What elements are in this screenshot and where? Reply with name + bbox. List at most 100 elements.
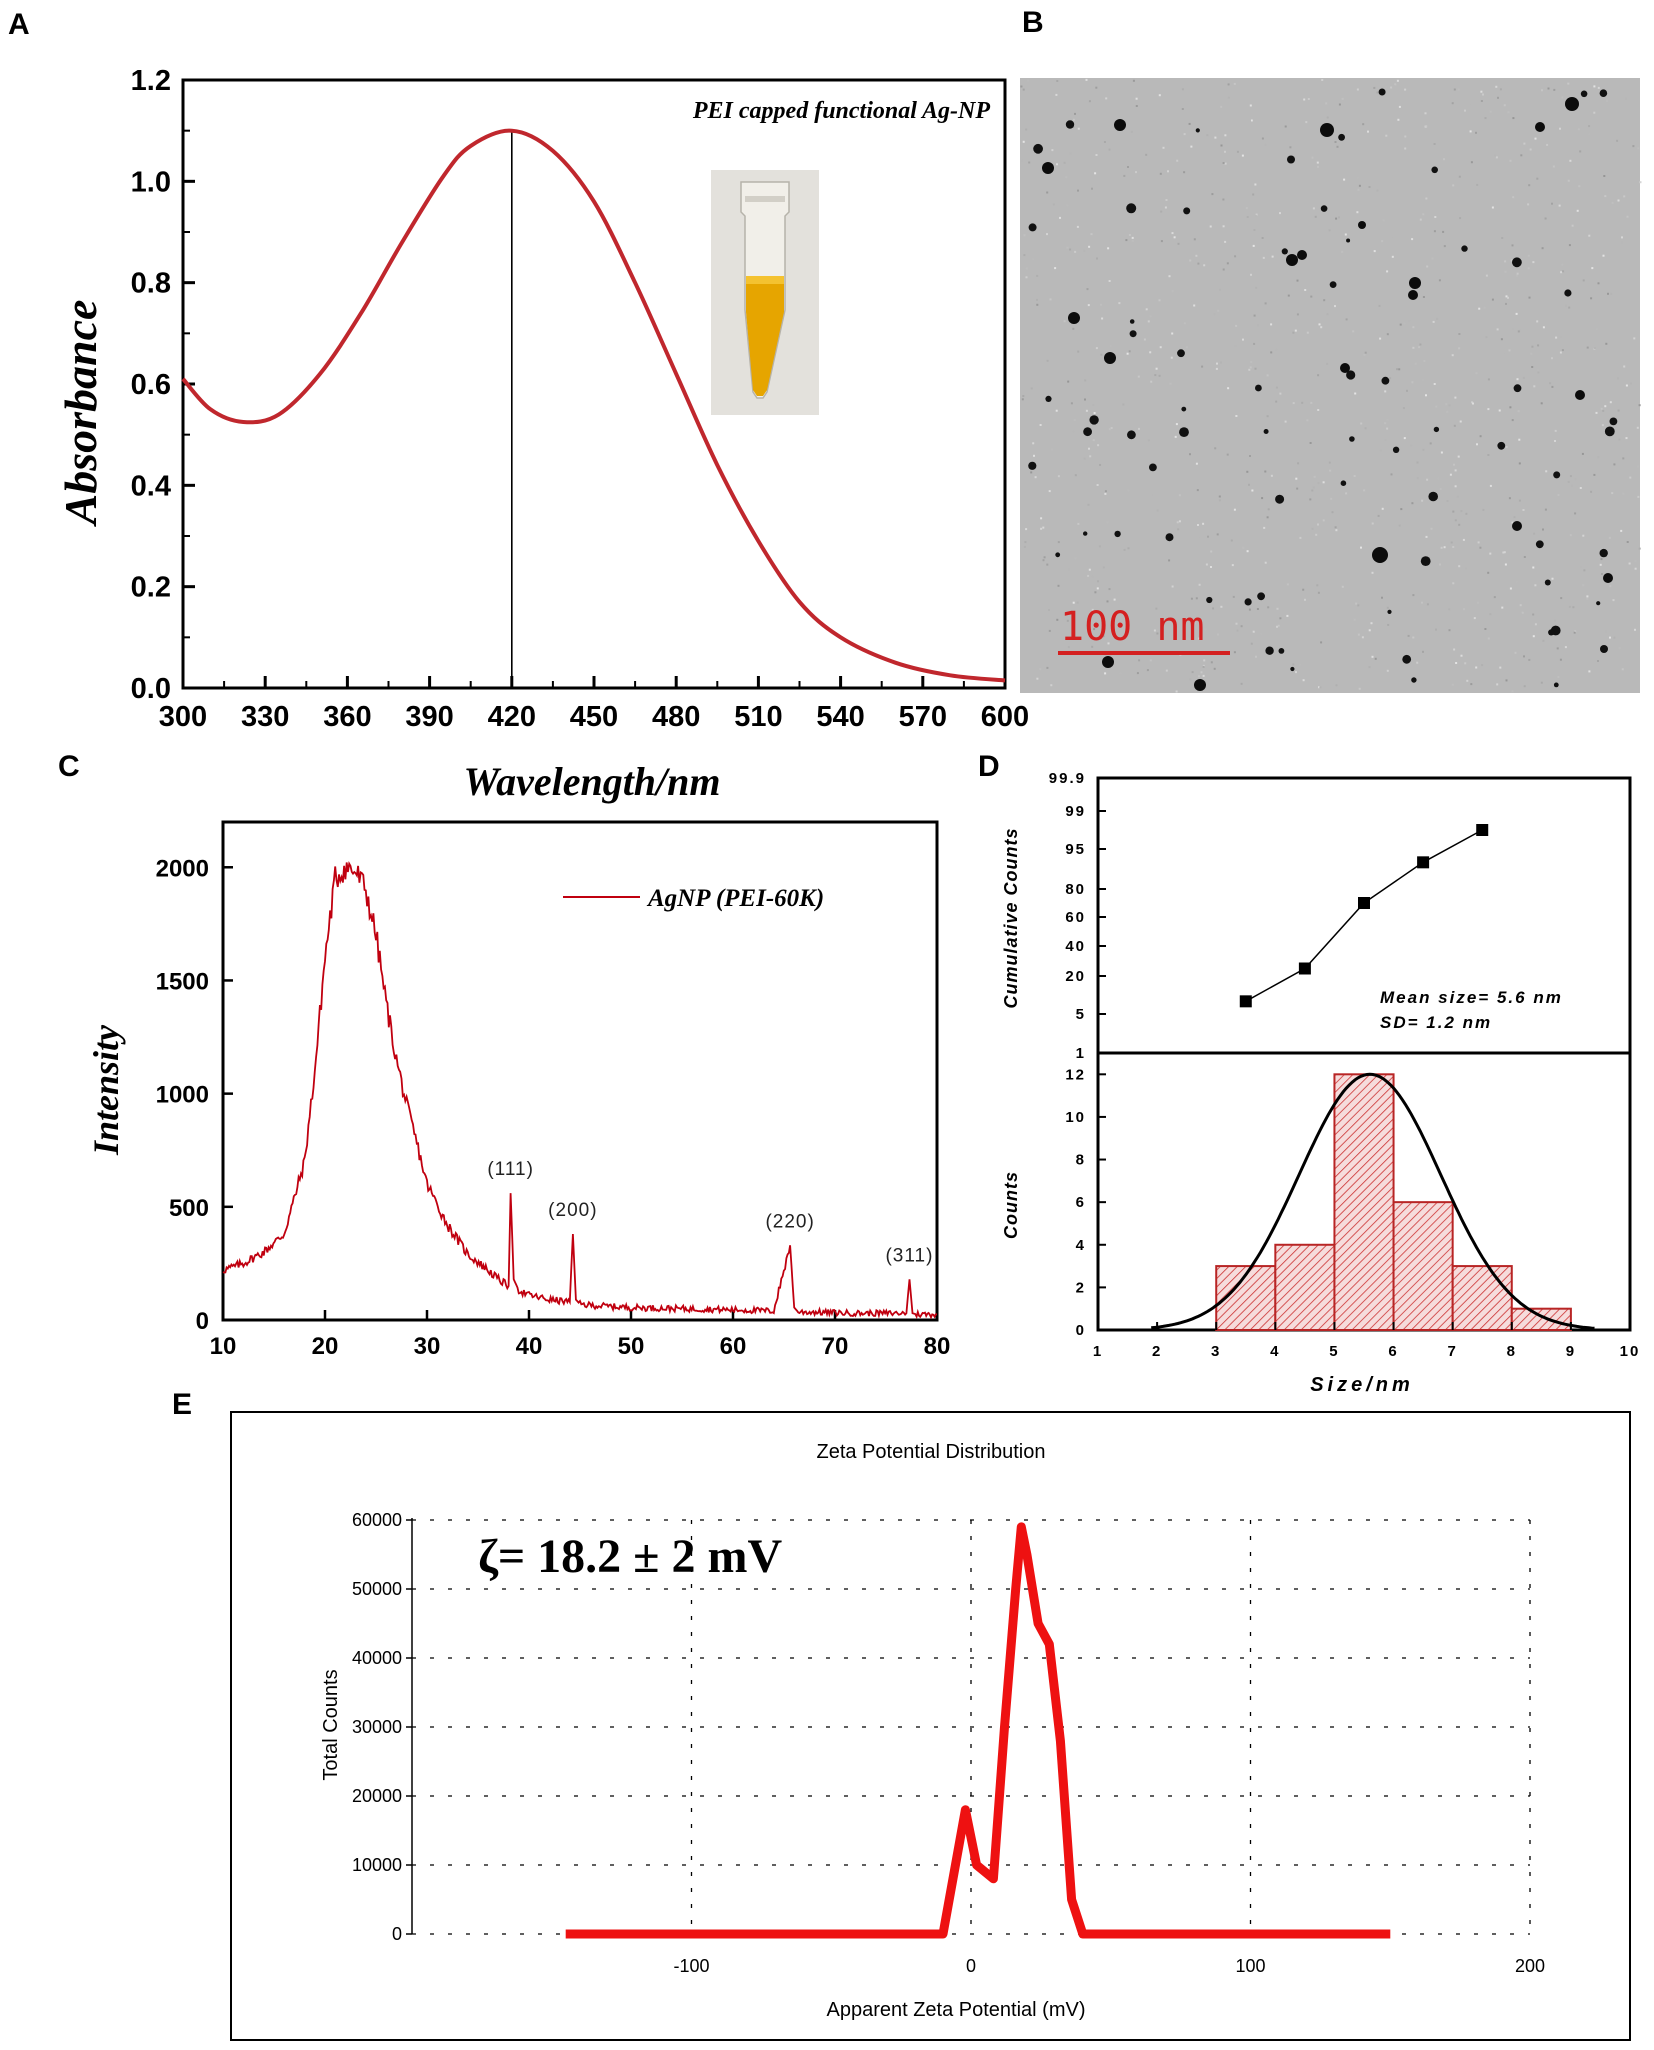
tem-noise xyxy=(1131,236,1134,239)
tem-noise xyxy=(1214,447,1217,450)
tem-noise xyxy=(1296,313,1299,316)
tem-noise xyxy=(1378,304,1381,307)
tem-noise xyxy=(1528,296,1531,299)
tem-particle xyxy=(1194,679,1206,691)
tem-noise xyxy=(1485,336,1488,339)
tem-noise xyxy=(1108,428,1111,431)
x-tick-label: 600 xyxy=(981,701,1029,733)
y-tick-label: 1.2 xyxy=(131,65,171,97)
tem-noise xyxy=(1356,176,1359,179)
tem-noise xyxy=(1312,207,1315,210)
tem-particle xyxy=(1129,319,1135,324)
tem-noise xyxy=(1169,382,1172,385)
tem-noise xyxy=(1299,663,1302,666)
tem-noise xyxy=(1072,327,1075,330)
tem-noise xyxy=(1311,489,1314,492)
tem-noise xyxy=(1400,508,1403,511)
tem-noise xyxy=(1307,98,1310,100)
tem-noise xyxy=(1406,389,1408,392)
tem-noise xyxy=(1255,655,1257,658)
tem-noise xyxy=(1252,193,1255,196)
tem-noise xyxy=(1475,666,1478,669)
tem-noise xyxy=(1158,94,1161,97)
tem-noise xyxy=(1577,128,1580,131)
tem-noise xyxy=(1634,628,1636,631)
tem-noise xyxy=(1316,161,1319,164)
tem-noise xyxy=(1600,558,1603,561)
panel-e: E Zeta Potential Distribution 0100002000… xyxy=(172,1388,1631,2041)
tem-noise xyxy=(1264,470,1267,473)
tem-noise xyxy=(1542,639,1545,642)
tem-noise xyxy=(1591,267,1594,270)
tem-noise xyxy=(1466,679,1469,682)
tem-noise xyxy=(1230,539,1233,542)
histogram-bar xyxy=(1274,1243,1336,1332)
tem-noise xyxy=(1143,338,1146,341)
tem-noise xyxy=(1588,670,1591,673)
tem-particle xyxy=(1338,133,1345,141)
zeta-distribution-curve xyxy=(565,1522,1391,1939)
legend-label-agnp: AgNP (PEI-60K) xyxy=(646,885,824,912)
tem-noise xyxy=(1451,683,1454,686)
tem-noise xyxy=(1063,161,1066,164)
tem-noise xyxy=(1048,490,1051,493)
tem-noise xyxy=(1532,635,1535,638)
tem-noise xyxy=(1212,607,1215,610)
tem-noise xyxy=(1317,523,1319,526)
tem-noise xyxy=(1341,585,1344,588)
y-tick-label: 0.6 xyxy=(131,369,171,401)
tem-noise xyxy=(1135,97,1138,100)
tem-noise xyxy=(1234,344,1237,347)
tem-noise xyxy=(1262,256,1265,259)
tem-noise xyxy=(1027,79,1029,82)
tem-noise xyxy=(1057,584,1060,587)
tem-noise xyxy=(1502,551,1505,554)
tem-noise xyxy=(1540,681,1543,684)
tem-noise xyxy=(1508,497,1511,500)
tem-noise xyxy=(1077,522,1080,525)
tem-noise xyxy=(1108,588,1111,591)
plot-e-y-axis: 0 10000 20000 30000 40000 50000 60000 xyxy=(352,1510,412,1944)
tem-noise xyxy=(1067,646,1070,649)
tem-noise xyxy=(1540,402,1543,405)
tem-noise xyxy=(1418,346,1421,349)
tem-noise xyxy=(1338,103,1341,106)
tem-noise xyxy=(1022,395,1025,397)
tem-noise xyxy=(1317,591,1320,594)
plot-d-top-frame xyxy=(1096,776,1632,1055)
x-tick-label: 80 xyxy=(924,1333,951,1360)
tem-noise xyxy=(1403,437,1406,440)
tem-noise xyxy=(1450,541,1453,544)
tem-noise xyxy=(1260,632,1263,635)
tem-particle xyxy=(1387,609,1392,615)
tem-noise xyxy=(1622,457,1625,460)
tem-noise xyxy=(1190,299,1193,302)
tem-noise xyxy=(1323,299,1326,302)
tem-noise xyxy=(1231,564,1234,567)
tem-noise xyxy=(1145,153,1148,156)
tem-noise xyxy=(1463,608,1465,611)
tem-noise xyxy=(1206,134,1209,137)
tem-noise xyxy=(1527,203,1530,206)
tem-noise xyxy=(1092,404,1095,406)
tem-noise xyxy=(1236,150,1239,153)
tem-noise xyxy=(1329,469,1332,472)
tem-particle xyxy=(1179,427,1189,437)
tem-noise xyxy=(1066,204,1069,207)
tem-noise xyxy=(1456,495,1459,498)
tem-noise xyxy=(1287,294,1290,297)
tem-noise xyxy=(1227,387,1230,390)
tem-noise xyxy=(1541,89,1543,92)
tem-noise xyxy=(1512,196,1515,199)
tem-noise xyxy=(1303,98,1306,101)
tem-noise xyxy=(1386,333,1389,336)
tem-noise xyxy=(1623,365,1626,368)
tem-noise xyxy=(1600,407,1603,410)
tem-noise xyxy=(1267,606,1270,609)
mean-size-label: Mean size= 5.6 nm xyxy=(1380,988,1563,1007)
tem-noise xyxy=(1534,584,1537,587)
tem-noise xyxy=(1363,489,1366,492)
x-tick-label: 4 xyxy=(1270,1343,1280,1360)
tem-noise xyxy=(1437,477,1440,480)
